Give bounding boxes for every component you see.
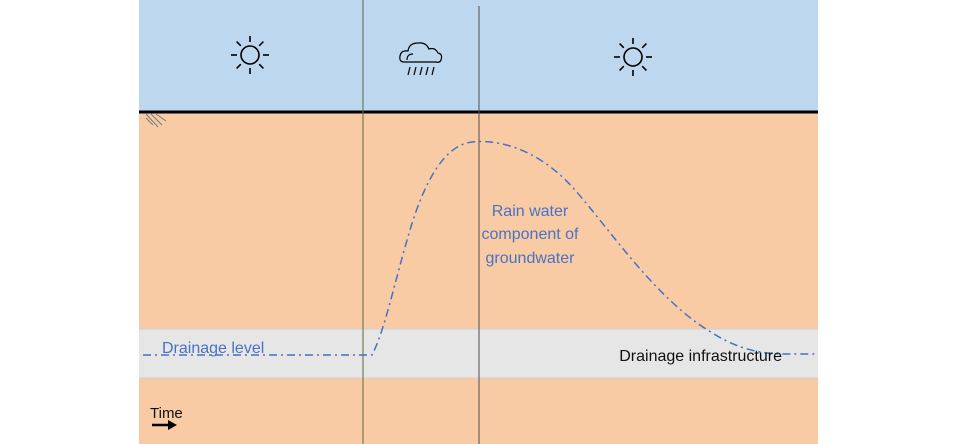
groundwater-level-curve — [143, 140, 818, 356]
sun-icon — [231, 36, 269, 74]
time-arrow-icon — [152, 420, 177, 430]
rain-component-label-line-3: groundwater — [486, 250, 576, 267]
drainage-infrastructure-label: Drainage infrastructure — [619, 348, 782, 365]
rain-component-label-line-2: component of — [482, 226, 580, 243]
drainage-level-label: Drainage level — [162, 340, 264, 357]
sun-icon — [614, 38, 652, 76]
ground-hatch-marks — [145, 113, 167, 128]
time-label: Time — [150, 405, 183, 422]
rain-cloud-icon — [399, 42, 443, 76]
rain-component-label-line-1: Rain water — [492, 203, 569, 220]
